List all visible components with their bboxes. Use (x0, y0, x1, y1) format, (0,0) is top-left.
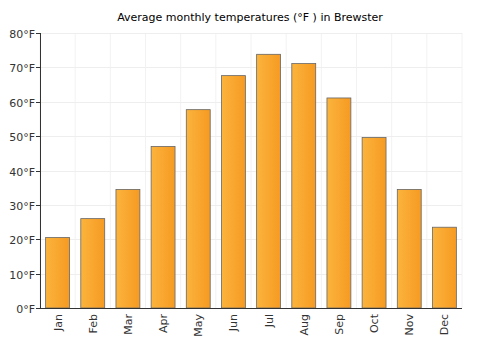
grid-line-x (180, 33, 181, 308)
y-axis (40, 33, 41, 308)
y-tick (36, 102, 40, 103)
y-tick-label: 30°F (9, 200, 35, 213)
grid-line-x (251, 33, 252, 308)
grid-line-x (215, 33, 216, 308)
chart-svg: Average monthly temperatures (°F ) in Br… (0, 0, 500, 350)
bars (46, 54, 457, 308)
x-tick-label: Nov (403, 314, 416, 336)
x-tick-label: Apr (157, 314, 170, 334)
y-tick (36, 239, 40, 240)
y-tick (36, 33, 40, 34)
grid-line (40, 102, 462, 103)
y-tick (36, 274, 40, 275)
bar (362, 138, 386, 309)
grid-line (40, 33, 462, 34)
y-tick-label: 50°F (9, 131, 35, 144)
grid-line-x (356, 33, 357, 308)
bar (81, 219, 105, 308)
grid-line-x (75, 33, 76, 308)
y-tick-label: 70°F (9, 62, 35, 75)
grid-line (40, 67, 462, 68)
y-tick (36, 205, 40, 206)
x-tick-label: Oct (368, 313, 381, 333)
grid-line-x (321, 33, 322, 308)
y-tick-label: 60°F (9, 97, 35, 110)
x-tick-label: Sep (333, 314, 346, 335)
bar (432, 227, 456, 308)
bar (46, 238, 70, 308)
bar (292, 64, 316, 308)
grid-line-x (462, 33, 463, 308)
grid-line-x (426, 33, 427, 308)
y-tick-label: 40°F (9, 166, 35, 179)
y-tick-label: 10°F (9, 269, 35, 282)
chart-container: Average monthly temperatures (°F ) in Br… (0, 0, 500, 350)
x-tick-label: Mar (122, 314, 135, 335)
y-tick (36, 136, 40, 137)
x-tick-label: Dec (438, 314, 451, 335)
x-tick-label: Feb (87, 314, 100, 333)
grid-line-x (145, 33, 146, 308)
grid-line-x (286, 33, 287, 308)
y-tick-label: 80°F (9, 28, 35, 41)
y-tick (36, 308, 40, 309)
y-tick (36, 67, 40, 68)
grid-line (40, 171, 462, 172)
bar (257, 54, 281, 308)
y-tick-label: 20°F (9, 234, 35, 247)
x-tick-label: Jul (263, 314, 276, 328)
bar (186, 110, 210, 308)
y-tick (36, 171, 40, 172)
y-tick-label: 0°F (16, 303, 35, 316)
grid-line-x (391, 33, 392, 308)
x-axis (40, 308, 462, 309)
x-tick-label: Jan (52, 314, 65, 332)
bar (151, 146, 175, 308)
grid-line-x (40, 33, 41, 308)
bar (221, 76, 245, 308)
grid-line (40, 308, 462, 309)
x-tick-label: May (192, 314, 205, 337)
bar (397, 189, 421, 308)
title: Average monthly temperatures (°F ) in Br… (117, 11, 383, 24)
x-tick-label: Aug (298, 314, 311, 335)
x-tick-label: Jun (227, 314, 240, 332)
grid-line (40, 136, 462, 137)
bar (116, 189, 140, 308)
bar (327, 98, 351, 308)
grid-line-x (110, 33, 111, 308)
